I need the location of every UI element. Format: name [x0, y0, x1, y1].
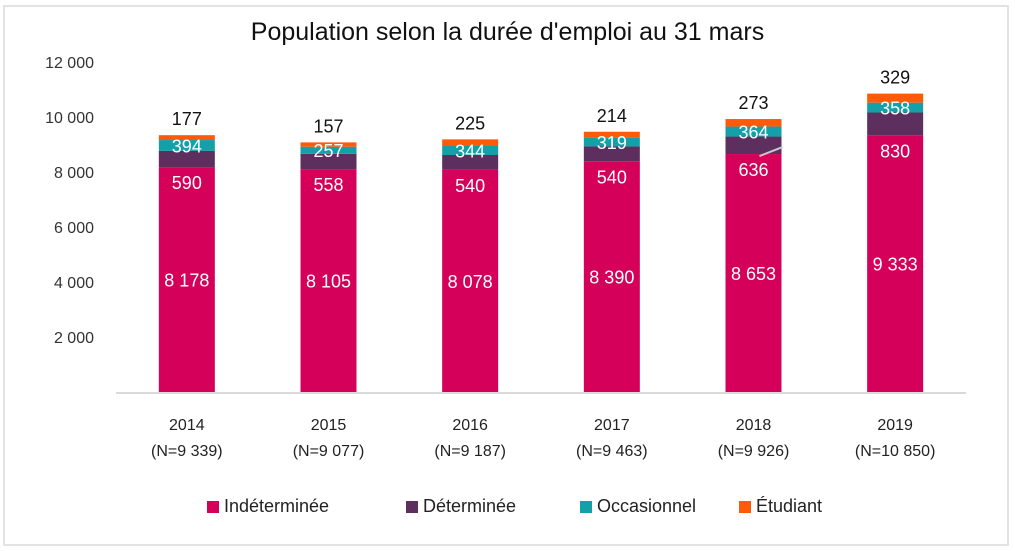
data-label: 540 — [597, 167, 627, 187]
bar-segment — [725, 126, 782, 137]
leader-line — [759, 146, 783, 157]
bar-segment — [442, 169, 499, 392]
bar-segment — [158, 135, 215, 141]
data-label: 9 333 — [873, 255, 918, 275]
x-tick-label-year: 2015 — [311, 417, 347, 434]
data-label: 319 — [597, 133, 627, 153]
x-axis: 2014 (N=9 339) 2015 (N=9 077) 2016 (N=9 187) 2… — [151, 417, 935, 460]
y-tick-label: 6 000 — [54, 220, 94, 237]
data-label: 177 — [172, 109, 202, 129]
bar-segment — [300, 169, 357, 392]
bar-segment — [867, 93, 924, 103]
bar-segment — [158, 150, 215, 168]
bar-stack-2015 — [300, 142, 357, 392]
x-tick-label-year: 2016 — [452, 417, 488, 434]
x-tick-label-n: (N=9 077) — [293, 443, 365, 460]
data-label: 358 — [880, 99, 910, 119]
legend-label: Étudiant — [756, 496, 823, 516]
bar-segment — [442, 145, 499, 156]
legend-swatch — [739, 500, 751, 513]
legend-label: Occasionnel — [597, 496, 697, 516]
data-label: 8 653 — [731, 264, 776, 284]
bar-segment — [725, 119, 782, 127]
bar-segment — [867, 102, 924, 113]
data-label: 8 390 — [589, 268, 634, 288]
x-tick-label-year: 2017 — [594, 417, 630, 434]
data-label: 830 — [880, 141, 910, 161]
data-label: 558 — [313, 175, 343, 195]
legend-swatch — [207, 500, 219, 513]
data-label: 273 — [738, 93, 768, 113]
y-tick-label: 2 000 — [54, 330, 94, 347]
bar-stack-2019 — [867, 93, 924, 392]
bar-stack-2018 — [725, 119, 782, 392]
bar-segment — [725, 154, 782, 392]
legend-swatch — [580, 500, 592, 513]
bar-segment — [725, 136, 782, 155]
bar-segment — [158, 167, 215, 392]
y-tick-label: 4 000 — [54, 275, 94, 292]
bar-segment — [583, 161, 640, 392]
y-tick-label: 12 000 — [45, 55, 94, 72]
data-label: 590 — [172, 173, 202, 193]
bar-segment — [300, 146, 357, 154]
data-label: 8 178 — [164, 271, 209, 291]
bar-segment — [300, 153, 357, 170]
x-tick-label-n: (N=9 926) — [718, 443, 790, 460]
bar-stack-2016 — [442, 139, 499, 392]
bar-segment — [583, 131, 640, 138]
data-label: 257 — [313, 141, 343, 161]
bar-stack-2017 — [583, 131, 640, 392]
data-label: 8 078 — [448, 272, 493, 292]
data-label: 329 — [880, 68, 910, 88]
data-labels: 8 178 590 394 177 8 105 558 257 157 8 078 540 344 2… — [164, 68, 917, 292]
legend-item: Occasionnel — [580, 496, 696, 517]
legend-item: Indéterminée — [207, 496, 329, 517]
bar-segment — [300, 142, 357, 147]
data-label: 225 — [455, 113, 485, 133]
data-label: 364 — [738, 123, 768, 143]
y-tick-label: 8 000 — [54, 165, 94, 182]
bar-segment — [583, 137, 640, 147]
x-tick-label-n: (N=9 463) — [576, 443, 648, 460]
bar-segment — [442, 139, 499, 146]
bar-segment — [867, 135, 924, 392]
bars — [158, 93, 924, 392]
data-label: 636 — [738, 160, 768, 180]
x-tick-label-year: 2018 — [736, 417, 772, 434]
bar-segment — [158, 140, 215, 151]
x-tick-label-n: (N=10 850) — [855, 443, 936, 460]
data-label: 157 — [313, 116, 343, 136]
legend-label: Déterminée — [423, 496, 517, 516]
legend-swatch — [406, 500, 418, 513]
x-tick-label-n: (N=9 339) — [151, 443, 223, 460]
bar-segment — [583, 146, 640, 162]
y-axis: 2 000 4 000 6 000 8 000 10 000 12 000 — [45, 55, 94, 347]
legend-item: Déterminée — [406, 496, 516, 517]
bar-stack-2014 — [158, 135, 215, 392]
legend-item: Étudiant — [739, 496, 822, 517]
y-tick-label: 10 000 — [45, 110, 94, 127]
bar-segment — [442, 155, 499, 170]
x-tick-label-year: 2014 — [169, 417, 205, 434]
legend-label: Indéterminée — [224, 496, 330, 516]
data-label: 8 105 — [306, 272, 351, 292]
data-label: 540 — [455, 176, 485, 196]
x-tick-label-year: 2019 — [877, 417, 913, 434]
bar-segment — [867, 112, 924, 136]
x-tick-label-n: (N=9 187) — [434, 443, 506, 460]
data-label: 214 — [597, 106, 627, 126]
data-label: 394 — [172, 136, 202, 156]
data-label: 344 — [455, 141, 485, 161]
chart-title: Population selon la durée d'emploi au 31… — [250, 18, 765, 46]
legend: Indéterminée Déterminée Occasionnel Étudian… — [0, 496, 1015, 520]
